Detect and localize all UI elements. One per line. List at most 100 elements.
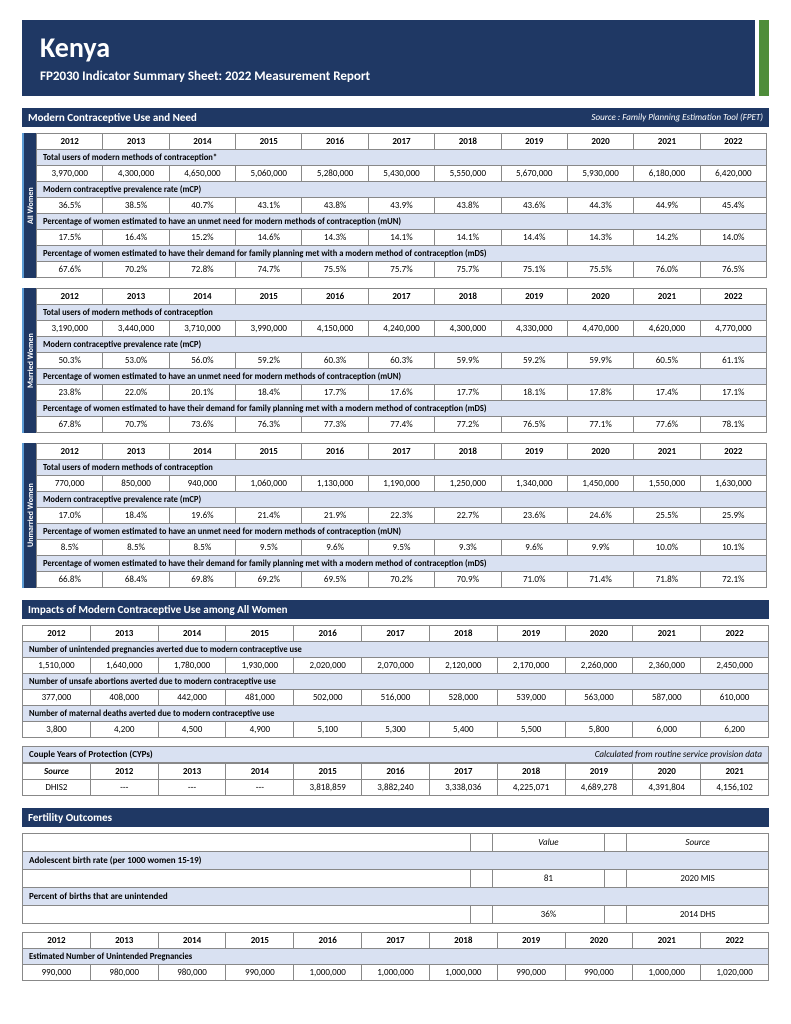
country-title: Kenya xyxy=(40,30,751,65)
year-header: 2016 xyxy=(302,134,368,150)
data-cell: --- xyxy=(158,780,226,796)
data-cell: 60.3% xyxy=(302,353,368,369)
year-header: 2015 xyxy=(236,134,302,150)
section-header-fertility: Fertility Outcomes xyxy=(22,808,769,827)
data-cell: 73.6% xyxy=(169,417,235,433)
data-cell: 4,300,000 xyxy=(435,321,501,337)
data-cell: 5,930,000 xyxy=(567,166,633,182)
data-cell: 2,450,000 xyxy=(701,658,769,674)
section-header-impacts: Impacts of Modern Contraceptive Use amon… xyxy=(22,600,769,619)
data-cell: 77.1% xyxy=(567,417,633,433)
year-header: 2014 xyxy=(158,933,226,949)
data-cell: 1,630,000 xyxy=(700,476,766,492)
cyp-header: Couple Years of Protection (CYPs) Calcul… xyxy=(22,746,769,763)
data-cell: 59.9% xyxy=(435,353,501,369)
data-cell: 1,060,000 xyxy=(236,476,302,492)
section-title: Impacts of Modern Contraceptive Use amon… xyxy=(28,603,288,616)
data-table: 2012201320142015201620172018201920202021… xyxy=(36,133,767,278)
year-header: 2018 xyxy=(429,933,497,949)
report-subtitle: FP2030 Indicator Summary Sheet: 2022 Mea… xyxy=(40,69,751,84)
data-cell: 6,180,000 xyxy=(634,166,700,182)
data-cell: 850,000 xyxy=(103,476,169,492)
data-cell: 5,300 xyxy=(362,722,430,738)
data-cell: 5,060,000 xyxy=(236,166,302,182)
data-cell: --- xyxy=(90,780,158,796)
data-cell: 1,450,000 xyxy=(567,476,633,492)
data-cell: 5,400 xyxy=(429,722,497,738)
data-cell: 990,000 xyxy=(497,965,565,981)
data-cell: 14.3% xyxy=(567,230,633,246)
year-header: 2022 xyxy=(700,289,766,305)
data-cell: 4,470,000 xyxy=(567,321,633,337)
data-cell: 17.4% xyxy=(634,385,700,401)
data-cell: 76.5% xyxy=(700,262,766,278)
data-cell: 43.1% xyxy=(236,198,302,214)
data-table: 2012201320142015201620172018201920202021… xyxy=(36,288,767,433)
data-cell: 3,882,240 xyxy=(362,780,430,796)
row-label: Estimated Number of Unintended Pregnanci… xyxy=(23,949,769,965)
year-header: 2020 xyxy=(565,626,633,642)
year-header: 2022 xyxy=(700,444,766,460)
year-header: 2013 xyxy=(90,933,158,949)
year-header: 2022 xyxy=(700,134,766,150)
data-cell: 4,391,804 xyxy=(633,780,701,796)
data-cell: 408,000 xyxy=(90,690,158,706)
data-cell: 9.3% xyxy=(435,540,501,556)
data-cell: 75.7% xyxy=(435,262,501,278)
data-cell: 3,440,000 xyxy=(103,321,169,337)
year-header: 2012 xyxy=(23,626,91,642)
data-cell: 22.7% xyxy=(435,508,501,524)
source-header: Source xyxy=(627,834,769,852)
year-header: 2022 xyxy=(701,626,769,642)
data-cell: 539,000 xyxy=(497,690,565,706)
year-header: 2012 xyxy=(90,764,158,780)
data-cell: 44.9% xyxy=(634,198,700,214)
data-cell: 75.1% xyxy=(501,262,567,278)
data-cell: 38.5% xyxy=(103,198,169,214)
data-cell: 43.6% xyxy=(501,198,567,214)
year-header: 2021 xyxy=(634,444,700,460)
data-cell: 5,500 xyxy=(497,722,565,738)
year-header: 2016 xyxy=(302,444,368,460)
data-cell: 9.5% xyxy=(236,540,302,556)
data-cell: 60.3% xyxy=(368,353,434,369)
blank-cell xyxy=(23,906,471,924)
data-cell: 25.9% xyxy=(700,508,766,524)
data-cell: 77.2% xyxy=(435,417,501,433)
data-cell: 516,000 xyxy=(362,690,430,706)
blank-cell xyxy=(23,834,471,852)
data-cell: 67.6% xyxy=(37,262,103,278)
data-cell: 4,900 xyxy=(226,722,294,738)
data-cell: 71.4% xyxy=(567,572,633,588)
data-cell: 990,000 xyxy=(23,965,91,981)
data-cell: 18.4% xyxy=(236,385,302,401)
data-group: Married Women201220132014201520162017201… xyxy=(22,288,769,433)
year-header: 2013 xyxy=(103,444,169,460)
data-cell: 3,190,000 xyxy=(37,321,103,337)
year-header: 2017 xyxy=(368,444,434,460)
year-header: 2020 xyxy=(567,444,633,460)
data-cell: 1,000,000 xyxy=(633,965,701,981)
year-header: 2022 xyxy=(701,933,769,949)
data-cell: 16.4% xyxy=(103,230,169,246)
data-cell: 1,130,000 xyxy=(302,476,368,492)
year-header: 2015 xyxy=(226,933,294,949)
source-cell: 2020 MIS xyxy=(627,870,769,888)
data-cell: 3,990,000 xyxy=(236,321,302,337)
value-cell: 36% xyxy=(492,906,604,924)
row-label: Percentage of women estimated to have an… xyxy=(37,214,767,230)
data-cell: 5,430,000 xyxy=(368,166,434,182)
year-header: 2021 xyxy=(634,134,700,150)
data-cell: 4,156,102 xyxy=(701,780,769,796)
data-cell: 1,020,000 xyxy=(701,965,769,981)
data-cell: 56.0% xyxy=(169,353,235,369)
data-cell: 1,640,000 xyxy=(90,658,158,674)
data-cell: 70.9% xyxy=(435,572,501,588)
data-cell: 2,120,000 xyxy=(429,658,497,674)
data-cell: 17.7% xyxy=(302,385,368,401)
data-group: Unmarried Women2012201320142015201620172… xyxy=(22,443,769,588)
year-header: 2014 xyxy=(226,764,294,780)
year-header: 2012 xyxy=(37,444,103,460)
row-label: Percentage of women estimated to have th… xyxy=(37,401,767,417)
accent-bar xyxy=(755,20,769,96)
